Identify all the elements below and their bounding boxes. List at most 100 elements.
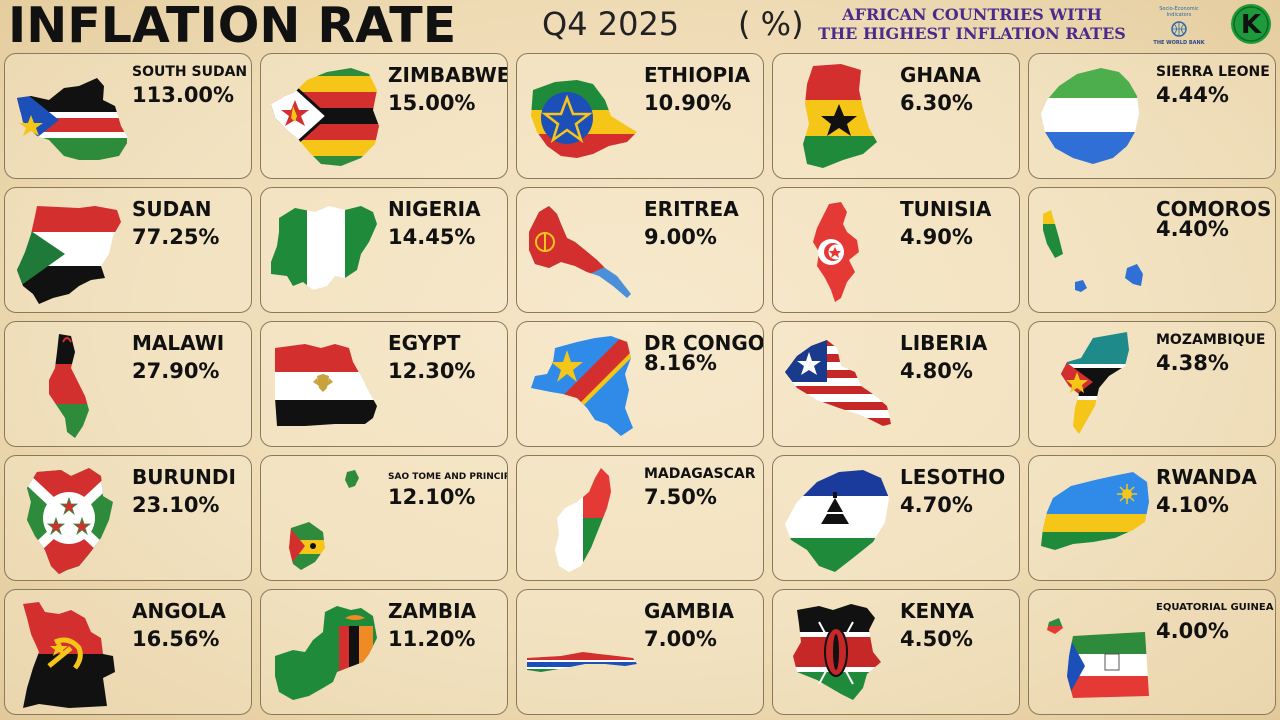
- inflation-value: 8.16%: [644, 351, 717, 375]
- inflation-value: 113.00%: [132, 83, 235, 107]
- dr-congo-flag-map: [531, 336, 633, 436]
- country-name: ERITREA: [644, 197, 739, 221]
- country-card-zambia: ZAMBIA 11.20%: [260, 589, 508, 715]
- country-name: SOUTH SUDAN: [132, 64, 248, 80]
- inflation-value: 15.00%: [388, 91, 476, 115]
- brand-k-logo: K: [1231, 4, 1271, 44]
- country-name: SAO TOME AND PRINCIPE: [388, 472, 508, 482]
- madagascar-flag-map: [555, 468, 611, 572]
- country-card-ghana: GHANA 6.30%: [772, 53, 1020, 179]
- inflation-value: 16.56%: [132, 627, 220, 651]
- tunisia-flag-map: [813, 202, 859, 302]
- inflation-value: 7.50%: [644, 485, 717, 509]
- country-name: ANGOLA: [132, 599, 226, 623]
- country-name: RWANDA: [1156, 465, 1257, 489]
- inflation-value: 4.70%: [900, 493, 973, 517]
- kenya-flag-map: [793, 604, 881, 700]
- rwanda-flag-map: [1041, 472, 1149, 550]
- country-name: LESOTHO: [900, 465, 1006, 489]
- country-name: MOZAMBIQUE: [1156, 332, 1266, 348]
- sao-tome-flag-map: [289, 470, 359, 570]
- subtitle-line-2: THE HIGHEST INFLATION RATES: [818, 24, 1126, 43]
- country-name: GHANA: [900, 63, 981, 87]
- nigeria-flag-map: [271, 206, 377, 290]
- inflation-value: 10.90%: [644, 91, 732, 115]
- country-card-lesotho: LESOTHO 4.70%: [772, 455, 1020, 581]
- country-card-equatorial-guinea: EQUATORIAL GUINEA 4.00%: [1028, 589, 1276, 715]
- country-name: ZAMBIA: [388, 599, 477, 623]
- gambia-flag-map: [527, 652, 637, 672]
- source-name: THE WORLD BANK: [1153, 40, 1205, 46]
- country-card-dr-congo: DR CONGO 8.16%: [516, 321, 764, 447]
- sierra-leone-flag-map: [1041, 68, 1139, 164]
- brand-letter: K: [1241, 10, 1262, 40]
- country-name: DR CONGO: [644, 331, 764, 355]
- country-name: ZIMBABWE: [388, 63, 508, 87]
- country-name: SUDAN: [132, 197, 212, 221]
- country-card-eritrea: ERITREA 9.00%: [516, 187, 764, 313]
- country-card-rwanda: RWANDA 4.10%: [1028, 455, 1276, 581]
- country-grid: SOUTH SUDAN 113.00% SUDAN 77.25% MALAW: [4, 53, 1277, 717]
- country-card-nigeria: NIGERIA 14.45%: [260, 187, 508, 313]
- inflation-value: 4.10%: [1156, 493, 1229, 517]
- country-name: SIERRA LEONE: [1156, 64, 1270, 80]
- ghana-flag-map: [803, 64, 877, 168]
- country-card-sao-tome: SAO TOME AND PRINCIPE 12.10%: [260, 455, 508, 581]
- inflation-value: 12.10%: [388, 485, 476, 509]
- zimbabwe-flag-map: [271, 68, 379, 166]
- country-card-angola: ANGOLA 16.56%: [4, 589, 252, 715]
- page-title: INFLATION RATE: [8, 0, 457, 54]
- inflation-value: 4.80%: [900, 359, 973, 383]
- inflation-value: 6.30%: [900, 91, 973, 115]
- country-card-burundi: BURUNDI 23.10%: [4, 455, 252, 581]
- period-label: Q4 2025: [542, 5, 680, 43]
- subtitle: AFRICAN COUNTRIES WITH THE HIGHEST INFLA…: [806, 5, 1138, 43]
- comoros-flag-map: [1043, 210, 1143, 292]
- source-line-1: Socio-Economic: [1159, 6, 1199, 12]
- inflation-value: 14.45%: [388, 225, 476, 249]
- source-line-2: Indicators: [1167, 12, 1192, 18]
- inflation-value: 27.90%: [132, 359, 220, 383]
- country-card-comoros: COMOROS 4.40%: [1028, 187, 1276, 313]
- country-name: EGYPT: [388, 331, 461, 355]
- inflation-value: 4.44%: [1156, 83, 1229, 107]
- egypt-flag-map: [275, 344, 377, 426]
- zambia-flag-map: [275, 606, 377, 700]
- equatorial-guinea-flag-map: [1047, 618, 1149, 698]
- world-bank-logo: Socio-Economic Indicators THE WORLD BANK: [1153, 6, 1205, 46]
- inflation-value: 12.30%: [388, 359, 476, 383]
- mozambique-flag-map: [1061, 332, 1129, 434]
- inflation-value: 4.38%: [1156, 351, 1229, 375]
- liberia-flag-map: [785, 340, 891, 426]
- inflation-value: 23.10%: [132, 493, 220, 517]
- malawi-flag-map: [49, 334, 89, 438]
- inflation-value: 9.00%: [644, 225, 717, 249]
- country-card-madagascar: MADAGASCAR 7.50%: [516, 455, 764, 581]
- burundi-flag-map: [27, 468, 113, 574]
- country-name: KENYA: [900, 599, 974, 623]
- country-name: TUNISIA: [900, 197, 992, 221]
- header: INFLATION RATE Q4 2025 ( %) AFRICAN COUN…: [0, 0, 1280, 54]
- inflation-value: 7.00%: [644, 627, 717, 651]
- country-card-liberia: LIBERIA 4.80%: [772, 321, 1020, 447]
- country-card-kenya: KENYA 4.50%: [772, 589, 1020, 715]
- country-card-mozambique: MOZAMBIQUE 4.38%: [1028, 321, 1276, 447]
- inflation-value: 77.25%: [132, 225, 220, 249]
- angola-flag-map: [23, 602, 115, 708]
- inflation-value: 4.40%: [1156, 217, 1229, 241]
- country-card-zimbabwe: ZIMBABWE 15.00%: [260, 53, 508, 179]
- sudan-flag-map: [17, 206, 121, 304]
- country-card-egypt: EGYPT 12.30%: [260, 321, 508, 447]
- country-name: EQUATORIAL GUINEA: [1156, 602, 1274, 613]
- country-card-tunisia: TUNISIA 4.90%: [772, 187, 1020, 313]
- south-sudan-flag-map: [17, 78, 127, 160]
- country-name: GAMBIA: [644, 599, 734, 623]
- lesotho-flag-map: [785, 470, 889, 572]
- country-card-sudan: SUDAN 77.25%: [4, 187, 252, 313]
- country-card-sierra-leone: SIERRA LEONE 4.44%: [1028, 53, 1276, 179]
- unit-label: ( %): [738, 5, 804, 43]
- country-card-ethiopia: ETHIOPIA 10.90%: [516, 53, 764, 179]
- country-name: BURUNDI: [132, 465, 236, 489]
- country-name: MALAWI: [132, 331, 225, 355]
- country-name: LIBERIA: [900, 331, 988, 355]
